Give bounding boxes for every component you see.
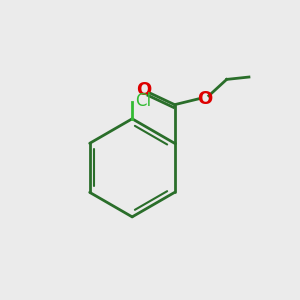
Text: O: O bbox=[136, 81, 152, 99]
Text: Cl: Cl bbox=[135, 92, 151, 110]
Text: O: O bbox=[197, 90, 212, 108]
